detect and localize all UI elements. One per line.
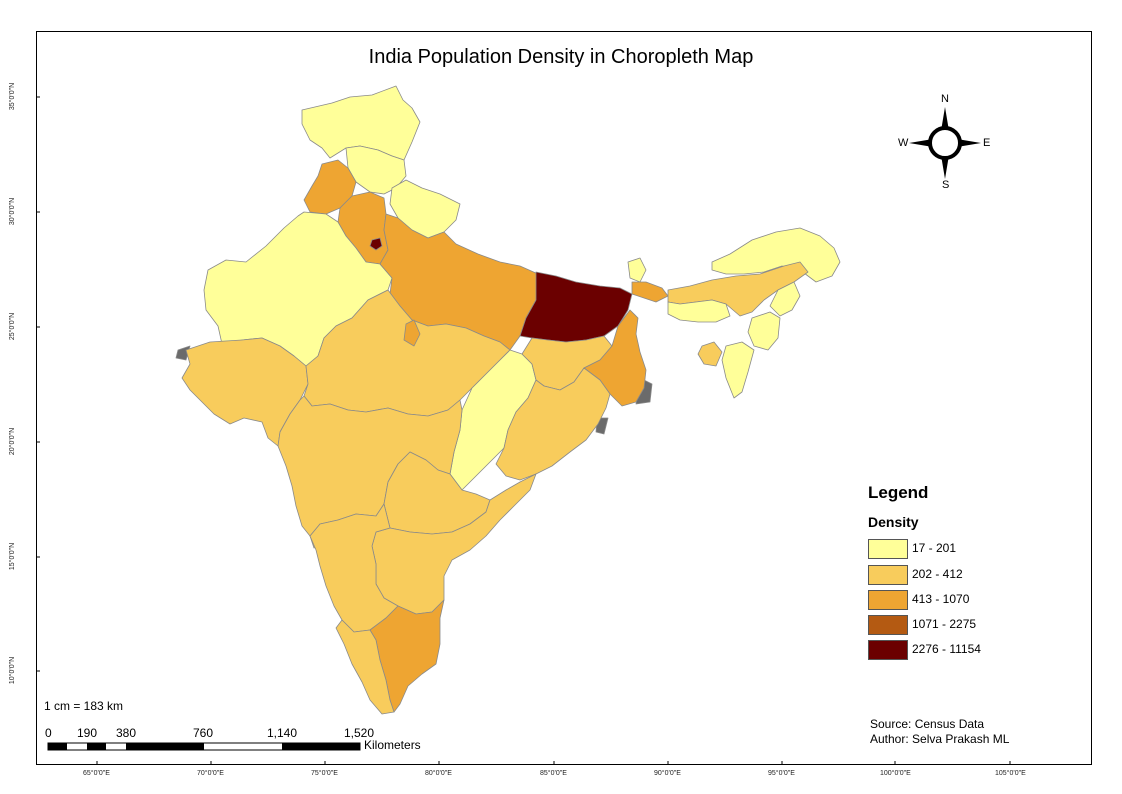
region-west-bengal: [583, 309, 647, 407]
lon-label-70: 70°0'0"E: [197, 770, 224, 777]
region-kerala: [335, 619, 395, 715]
legend-label: 1071 - 2275: [912, 617, 977, 631]
region-arunachal: [711, 227, 841, 283]
map-title: India Population Density in Choropleth M…: [368, 46, 754, 68]
compass-west-label: W: [898, 137, 909, 149]
legend-swatch: [868, 539, 908, 559]
region-karnataka: [309, 503, 399, 633]
region-nagaland: [769, 281, 801, 317]
compass-east-label: E: [983, 137, 991, 149]
scale-tick-label: 190: [77, 726, 98, 740]
lon-label-75: 75°0'0"E: [311, 770, 338, 777]
scale-ratio: 1 cm = 183 km: [44, 699, 124, 713]
compass-north-label: N: [941, 93, 949, 105]
scale-unit: Kilometers: [364, 738, 421, 752]
frame-ticks: [36, 96, 1011, 765]
compass-south-label: S: [942, 179, 950, 191]
scale-tick-label: 760: [193, 726, 214, 740]
north-arrow: [909, 107, 981, 179]
scale-tick-label: 0: [45, 726, 52, 740]
map-frame: [36, 31, 1092, 765]
legend-label: 2276 - 11154: [912, 642, 981, 656]
region-delhi: [369, 237, 383, 251]
region-tripura: [697, 341, 723, 367]
lon-label-90: 90°0'0"E: [654, 770, 681, 777]
region-west-bengal-north: [631, 281, 669, 303]
source-credit: Source: Census Data: [870, 717, 985, 731]
legend-title: Legend: [868, 483, 929, 502]
credits: Source: Census Data Author: Selva Prakas…: [870, 717, 1009, 747]
scale-tick-label: 380: [116, 726, 137, 740]
lon-label-105: 105°0'0"E: [995, 770, 1026, 777]
region-uttarakhand: [389, 179, 461, 239]
scale-tick-label: 1,520: [344, 726, 375, 740]
region-sikkim: [627, 257, 647, 283]
scale-bar: [47, 742, 361, 751]
region-meghalaya: [667, 299, 731, 323]
legend-swatch: [868, 615, 908, 635]
legend-swatch: [868, 565, 908, 585]
legend-label: 413 - 1070: [912, 592, 970, 606]
region-odisha: [495, 367, 611, 481]
lon-label-80: 80°0'0"E: [425, 770, 452, 777]
legend-label: 17 - 201: [912, 541, 957, 555]
legend-subtitle: Density: [868, 514, 919, 530]
region-bihar: [519, 271, 633, 343]
lon-label-100: 100°0'0"E: [880, 770, 911, 777]
region-up-enclave: [403, 319, 421, 347]
legend-label: 202 - 412: [912, 567, 963, 581]
lon-label-95: 95°0'0"E: [768, 770, 795, 777]
legend-swatch: [868, 640, 908, 660]
author-credit: Author: Selva Prakash ML: [870, 732, 1010, 746]
region-manipur: [747, 311, 781, 351]
region-mizoram: [721, 341, 755, 399]
region-punjab: [303, 159, 357, 215]
legend-swatch: [868, 590, 908, 610]
scale-tick-label: 1,140: [267, 726, 298, 740]
lon-label-85: 85°0'0"E: [540, 770, 567, 777]
lon-label-65: 65°0'0"E: [83, 770, 110, 777]
